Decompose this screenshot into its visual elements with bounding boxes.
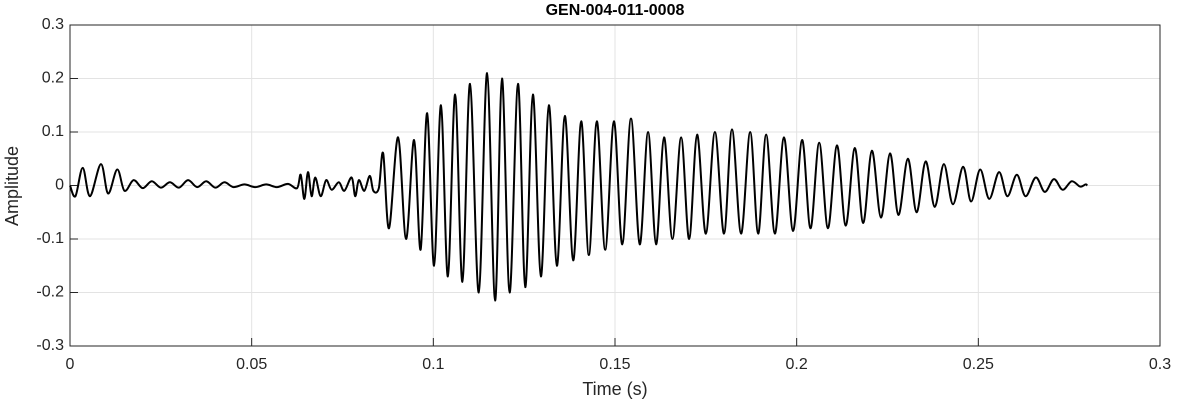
waveform-line — [69, 72, 1089, 302]
y-tick-label: 0.1 — [42, 123, 64, 140]
y-tick-label: -0.1 — [36, 230, 64, 247]
y-tick-label: -0.2 — [36, 284, 64, 301]
x-tick-label: 0 — [66, 356, 75, 373]
x-tick-label: 0.05 — [236, 356, 267, 373]
chart-title: GEN-004-011-0008 — [546, 2, 685, 19]
y-axis-label: Amplitude — [2, 146, 22, 226]
x-tick-label: 0.25 — [963, 356, 994, 373]
y-tick-label: -0.3 — [36, 337, 64, 354]
x-tick-label: 0.15 — [599, 356, 630, 373]
y-tick-label: 0.3 — [42, 16, 64, 33]
x-tick-label: 0.3 — [1149, 356, 1171, 373]
y-tick-label: 0.2 — [42, 70, 64, 87]
x-tick-label: 0.2 — [786, 356, 808, 373]
y-tick-label: 0 — [55, 177, 64, 194]
x-axis-label: Time (s) — [582, 379, 647, 399]
x-tick-label: 0.1 — [422, 356, 444, 373]
